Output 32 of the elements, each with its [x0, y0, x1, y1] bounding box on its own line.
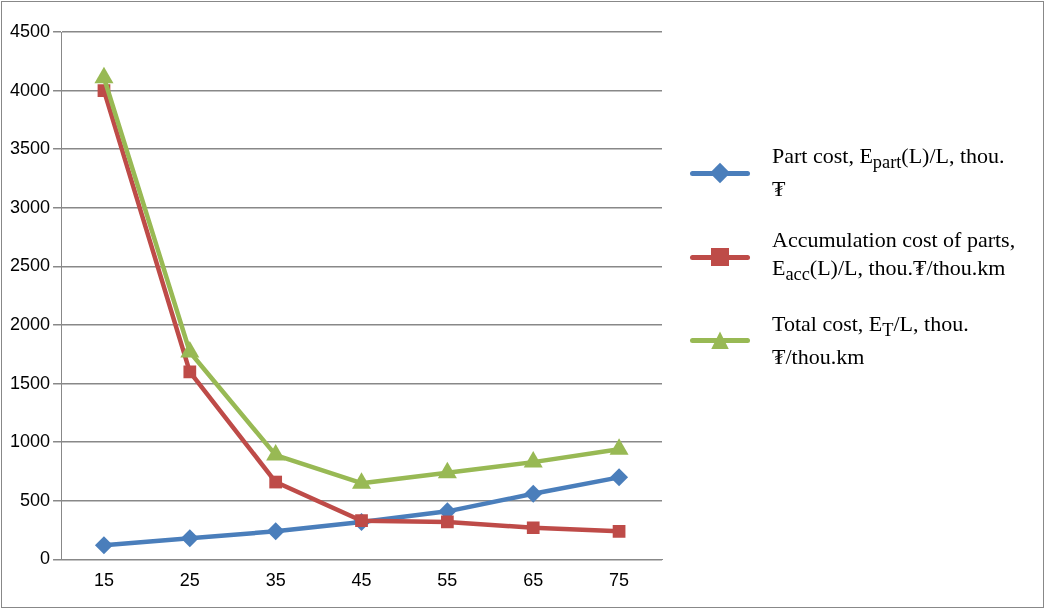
point: [266, 522, 285, 541]
point: [269, 475, 283, 489]
point: [441, 515, 454, 529]
point: [526, 521, 540, 535]
text: Part cost, E$_{part}$(L)/L, thou. ₮: [772, 143, 1005, 202]
text: Total cost, E$_{T}$/L, thou.₮/thou.km: [772, 310, 969, 369]
point: [183, 365, 197, 379]
point: [612, 524, 626, 538]
point: [94, 536, 113, 555]
y-tick-label: 3000: [10, 196, 51, 217]
y-tick-label: 2500: [10, 255, 51, 276]
point: [524, 484, 543, 503]
x-tick-label: 25: [179, 570, 200, 591]
x-tick-label: 65: [523, 570, 544, 591]
y-tick-label: 500: [20, 489, 51, 510]
y-tick-label: 3500: [10, 138, 51, 159]
point: [180, 529, 199, 548]
legend-label: Accumulation cost of parts, E$_{acc}$(L)/L, thou.₮/thou.km: [772, 225, 1017, 287]
y-tick-label: 1000: [10, 431, 51, 452]
x-tick-label: 15: [93, 570, 114, 591]
x-tick-label: 45: [351, 570, 372, 591]
x-tick-label: 35: [265, 570, 286, 591]
y-tick-label: 2000: [10, 313, 51, 334]
point: [94, 66, 114, 84]
x-tick-label: 75: [609, 570, 630, 591]
y-tick-label: 0: [40, 548, 51, 569]
y-tick-label: 1500: [10, 372, 51, 393]
y-tick-label: 4500: [10, 20, 51, 41]
y-tick-label: 4000: [10, 79, 51, 100]
point: [610, 468, 629, 487]
x-tick-label: 55: [437, 570, 458, 591]
point: [180, 340, 200, 358]
